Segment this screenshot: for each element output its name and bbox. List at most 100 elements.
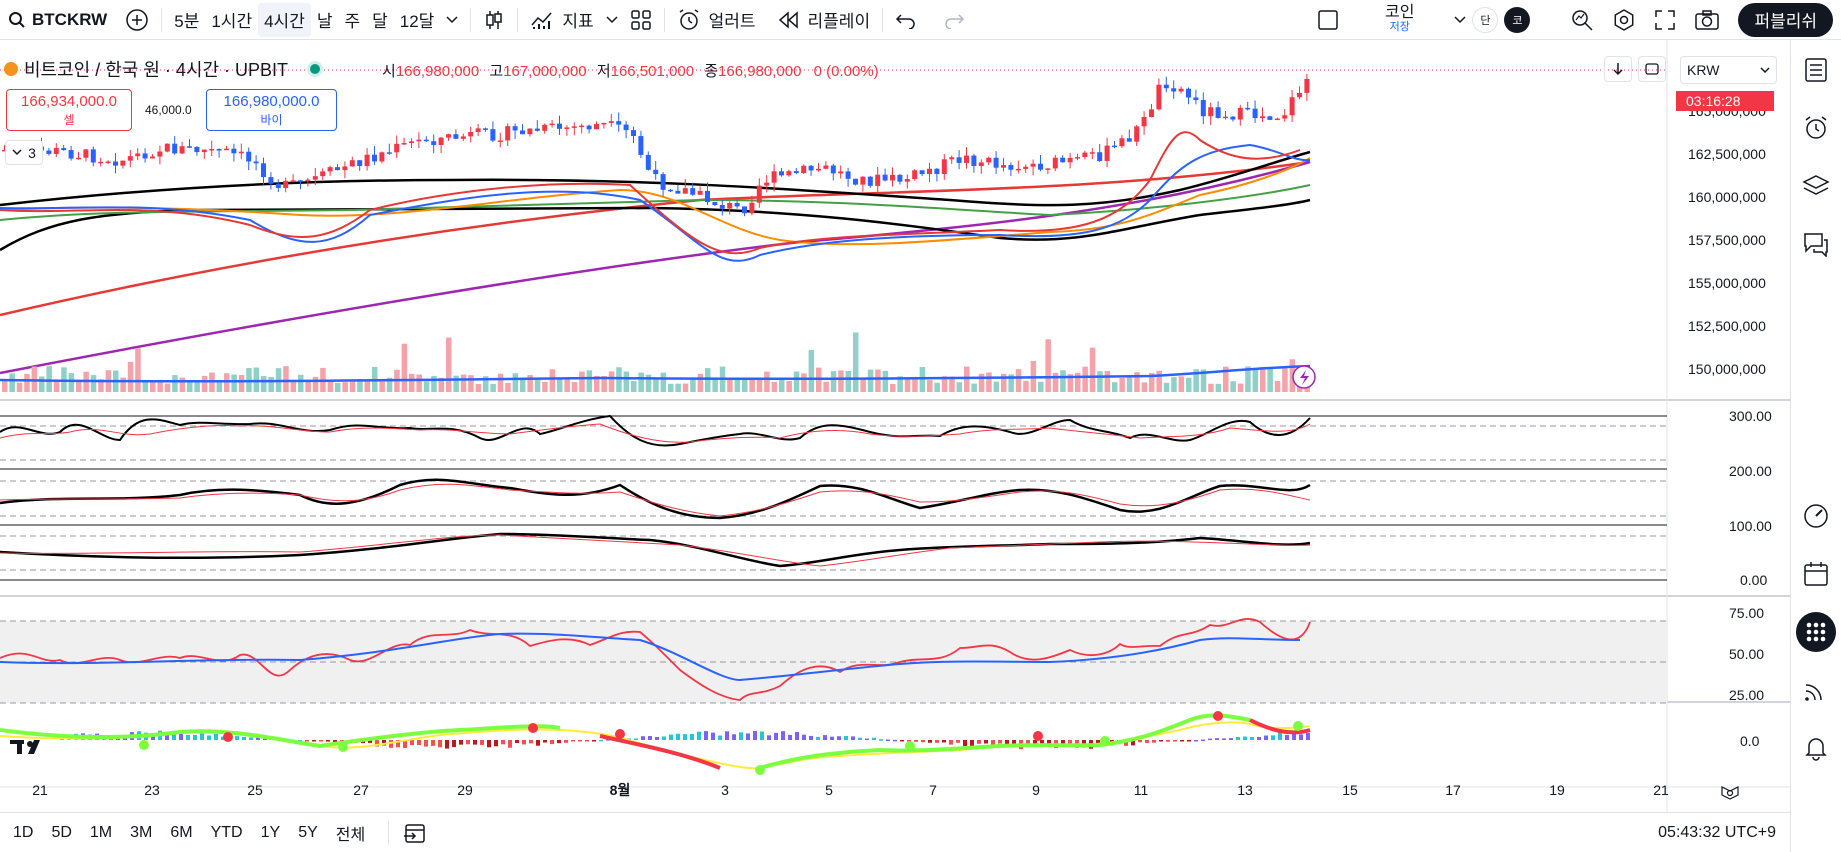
macd-bar — [375, 740, 379, 747]
volume-bar — [238, 375, 245, 392]
macd-bar — [893, 739, 897, 742]
macd-bar — [872, 737, 876, 740]
scroll-down-button[interactable] — [1604, 56, 1632, 82]
volume-bar — [897, 376, 903, 392]
range-6m[interactable]: 6M — [170, 823, 193, 841]
volume-bar — [386, 377, 393, 392]
publish-button[interactable]: 퍼블리쉬 — [1738, 2, 1833, 37]
settings-button[interactable] — [1606, 3, 1642, 37]
volume-bar — [742, 378, 748, 392]
candle — [719, 199, 725, 216]
range-3m[interactable]: 3M — [130, 823, 153, 841]
range-5d[interactable]: 5D — [51, 823, 72, 841]
candle — [1075, 153, 1080, 161]
chart-canvas[interactable]: 165,000,000 162,500,000 160,000,000 157,… — [0, 40, 1790, 812]
time-tick: 13 — [1237, 782, 1253, 798]
macd-bar — [1243, 736, 1247, 740]
interval-12month[interactable]: 12달 — [399, 12, 435, 31]
osc-tick: 300.00 — [1729, 408, 1772, 424]
fullscreen-button[interactable] — [1648, 3, 1682, 37]
range-5y[interactable]: 5Y — [298, 823, 318, 841]
save-layout-button[interactable]: 코인 저장 — [1379, 3, 1420, 37]
interval-1h[interactable]: 1시간 — [211, 12, 253, 31]
volume-bar — [660, 372, 667, 392]
range-all[interactable]: 전체 — [335, 826, 366, 844]
notifications-button[interactable] — [1796, 728, 1836, 768]
range-1d[interactable]: 1D — [13, 823, 34, 841]
user-avatar[interactable]: 코 — [1504, 6, 1531, 33]
ma-green — [0, 184, 1311, 221]
streams-button[interactable] — [1796, 670, 1836, 710]
macd-bar — [956, 740, 960, 743]
macd-bar — [473, 740, 477, 745]
watchlist-button[interactable] — [1796, 50, 1836, 90]
buy-button[interactable]: 166,980,000.0 바이 — [206, 89, 337, 131]
macd-bar — [795, 731, 799, 740]
candle — [919, 170, 925, 177]
clock[interactable]: 05:43:32 UTC+9 — [1658, 823, 1776, 841]
ideas-button[interactable] — [1796, 496, 1836, 536]
reset-scale-button[interactable] — [1638, 56, 1666, 82]
tradingview-logo[interactable] — [10, 740, 40, 754]
macd-bar — [1068, 740, 1072, 744]
interval-dropdown[interactable] — [440, 3, 464, 37]
interval-5m[interactable]: 5분 — [174, 12, 200, 31]
candle — [490, 121, 496, 143]
quick-search-button[interactable] — [1564, 3, 1600, 37]
volume-bar — [179, 377, 186, 392]
volume-bar — [668, 383, 674, 392]
undo-button[interactable] — [889, 3, 923, 37]
chats-button[interactable] — [1796, 224, 1836, 264]
fullscreen-toggle-button[interactable] — [1311, 3, 1345, 37]
range-1m[interactable]: 1M — [89, 823, 113, 841]
chart-type-button[interactable] — [477, 3, 511, 37]
macd-bar — [739, 732, 743, 740]
chart-settings-icon[interactable] — [1721, 786, 1739, 800]
range-1y[interactable]: 1Y — [260, 823, 281, 841]
redo-button[interactable] — [937, 3, 971, 37]
macd-bar — [193, 735, 197, 740]
alerts-button[interactable] — [1796, 108, 1836, 148]
volume-bar — [335, 382, 341, 392]
symbol-legend[interactable]: 비트코인 / 한국 원 · 4시간 · UPBIT — [4, 56, 321, 82]
price-axis[interactable]: 165,000,000 162,500,000 160,000,000 157,… — [1688, 103, 1772, 749]
goto-date-button[interactable] — [403, 821, 427, 845]
macd-bar — [396, 740, 400, 748]
volume-bar — [268, 376, 274, 392]
candle — [201, 149, 207, 159]
interval-month[interactable]: 달 — [372, 12, 388, 31]
divider — [470, 7, 472, 32]
time-axis[interactable]: 21 23 25 27 29 8월 3 5 7 9 11 13 15 17 19… — [32, 782, 1669, 798]
volume-bar — [1171, 377, 1177, 392]
macd-bar — [235, 736, 239, 740]
macd-bar — [1278, 732, 1282, 740]
candle — [860, 176, 866, 192]
save-dropdown[interactable] — [1448, 3, 1472, 37]
replay-button[interactable]: 리플레이 — [772, 3, 877, 37]
single-mode-avatar[interactable]: 단 — [1472, 6, 1499, 33]
candle — [971, 153, 977, 173]
symbol-search[interactable]: BTCKRW — [2, 3, 113, 37]
interval-week[interactable]: 주 — [344, 12, 361, 31]
range-ytd[interactable]: YTD — [210, 823, 243, 841]
lightning-icon[interactable] — [1292, 365, 1316, 389]
calendar-button[interactable] — [1796, 554, 1836, 594]
indicators-dropdown[interactable] — [600, 3, 624, 37]
currency-select[interactable]: KRW — [1680, 56, 1777, 84]
layout-button[interactable] — [624, 3, 658, 37]
compare-symbol-button[interactable] — [119, 3, 155, 37]
snapshot-button[interactable] — [1688, 3, 1726, 37]
volume-bar — [483, 376, 489, 392]
volume-bar — [749, 377, 755, 392]
interval-4h[interactable]: 4시간 — [258, 2, 311, 37]
apps-button[interactable] — [1796, 612, 1836, 652]
object-tree-button[interactable] — [1796, 166, 1836, 206]
macd-bar — [165, 733, 169, 740]
indicators-button[interactable]: 지표 — [524, 3, 599, 37]
interval-day[interactable]: 날 — [316, 12, 333, 31]
alert-button[interactable]: 얼러트 — [671, 3, 762, 37]
sell-button[interactable]: 166,934,000.0 셀 — [6, 89, 132, 131]
refresh-icon — [1645, 63, 1659, 75]
indicator-collapse-toggle[interactable]: 3 — [5, 140, 43, 165]
candle — [853, 178, 858, 186]
